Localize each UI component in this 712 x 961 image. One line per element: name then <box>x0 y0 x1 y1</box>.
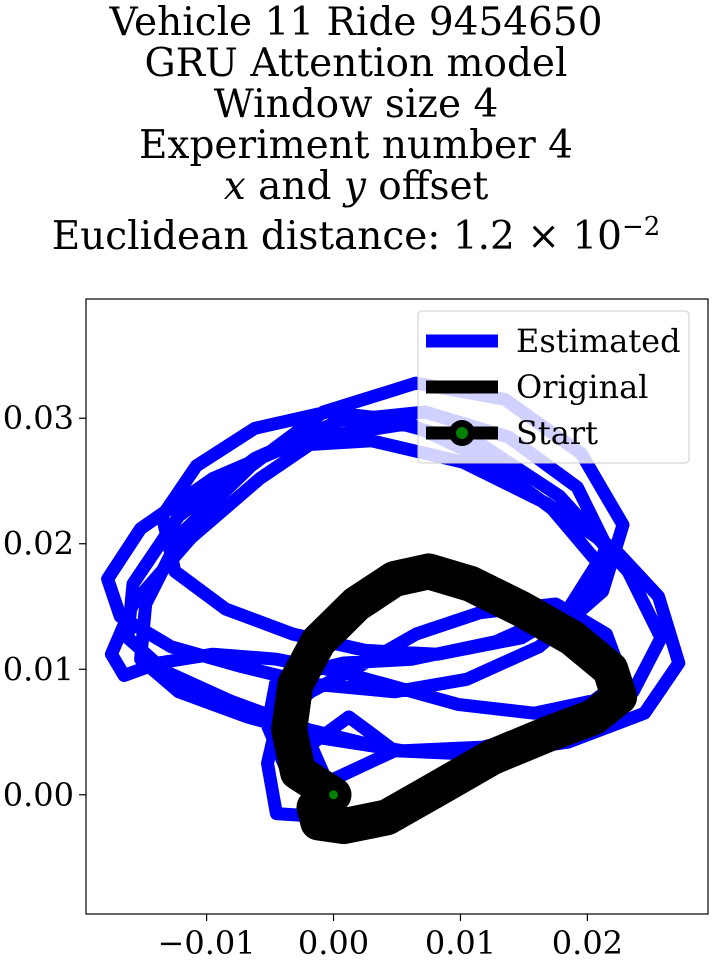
chart-title: Vehicle 11 Ride 9454650 GRU Attention mo… <box>0 2 712 257</box>
title-distance-prefix: Euclidean distance: 1.2 <box>51 214 515 259</box>
series-original-line <box>271 553 638 845</box>
legend-start-marker <box>456 427 468 439</box>
x-tick-label: 0.01 <box>425 924 496 961</box>
x-tick-label: 0.00 <box>298 924 369 961</box>
title-line-2: GRU Attention model <box>144 41 568 86</box>
title-line-4: Experiment number 4 <box>139 123 573 168</box>
title-distance-exponent: −2 <box>621 212 661 242</box>
title-line-6: Euclidean distance: 1.2 × 10−2 <box>0 207 712 257</box>
y-tick-label: 0.01 <box>3 650 74 688</box>
y-tick-label: 0.02 <box>3 525 74 563</box>
legend-box <box>417 310 690 464</box>
title-line-1: Vehicle 11 Ride 9454650 <box>109 0 603 45</box>
start-point-marker <box>327 788 341 802</box>
legend-label-estimated: Estimated <box>516 322 681 360</box>
x-tick-label: 0.02 <box>552 924 623 961</box>
plot-area <box>101 376 686 845</box>
series-estimated-line <box>101 376 686 824</box>
title-distance-times: × 10 <box>514 214 622 259</box>
title-offset-y: y <box>343 164 366 209</box>
title-offset-x: x <box>223 164 246 209</box>
title-line-3: Window size 4 <box>213 82 499 127</box>
legend-label-start: Start <box>516 414 598 452</box>
legend: Estimated Original Start <box>417 310 690 464</box>
x-tick-label: −0.01 <box>158 924 256 961</box>
y-tick-label: 0.03 <box>3 399 74 437</box>
x-axis: −0.01 0.00 0.01 0.02 <box>158 914 623 961</box>
y-tick-label: 0.00 <box>3 776 74 814</box>
axes-frame <box>85 298 709 915</box>
title-offset-suffix: offset <box>365 164 489 209</box>
y-axis: 0.00 0.01 0.02 0.03 <box>3 399 86 814</box>
legend-label-original: Original <box>516 368 648 406</box>
title-offset-and: and <box>245 164 344 209</box>
title-line-5: x and y offset <box>0 166 712 207</box>
